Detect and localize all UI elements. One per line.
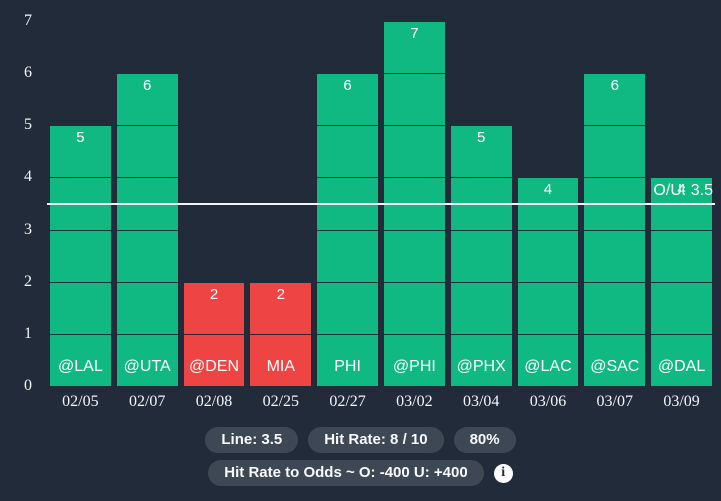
x-tick-label: 02/25 <box>262 393 300 410</box>
bar-team-label: PHI <box>334 358 361 375</box>
gridline <box>47 229 715 231</box>
bar-value-label: 5 <box>477 129 486 147</box>
x-tick-label: 03/06 <box>529 393 567 410</box>
bar-team-label: @PHI <box>392 358 436 375</box>
line-badge: Line: 3.5 <box>205 427 299 453</box>
gridline <box>47 73 715 75</box>
bar-value-label: 7 <box>410 25 419 42</box>
bar-value-label: 6 <box>143 77 152 95</box>
bar-@PHX: 5 @PHX <box>450 125 512 386</box>
x-tick-label: 02/07 <box>128 393 166 410</box>
bar-team-label: @PHX <box>456 358 506 375</box>
y-tick-label: 0 <box>24 377 32 394</box>
x-tick-label: 03/07 <box>596 393 633 410</box>
bar-team-label: @LAC <box>524 358 572 375</box>
bar-team-label: @SAC <box>590 358 640 375</box>
bar-team-label: @DAL <box>657 358 706 375</box>
y-tick-label: 3 <box>24 220 32 238</box>
y-tick-label: 4 <box>24 168 32 186</box>
gridline <box>47 333 715 335</box>
gridline <box>47 125 715 127</box>
hit-rate-percent-badge: 80% <box>453 427 516 453</box>
ou-threshold-line <box>47 202 715 205</box>
summary-row-2: Hit Rate to Odds ~ O: -400 U: +400 i <box>208 460 513 486</box>
summary-row-1: Line: 3.5 Hit Rate: 8 / 10 80% <box>205 427 516 453</box>
gridline <box>47 281 715 283</box>
y-tick-label: 2 <box>24 272 32 290</box>
info-icon[interactable]: i <box>493 463 513 483</box>
ou-threshold-label: O/U: 3.5 <box>653 182 713 200</box>
x-tick-label: 03/04 <box>462 393 500 410</box>
y-tick-label: 6 <box>24 64 32 82</box>
x-tick-label: 03/02 <box>396 393 433 410</box>
gridline <box>47 177 715 179</box>
x-tick-label: 02/27 <box>329 393 366 410</box>
summary-footer: Line: 3.5 Hit Rate: 8 / 10 80% Hit Rate … <box>0 427 721 486</box>
odds-badge: Hit Rate to Odds ~ O: -400 U: +400 <box>208 460 484 486</box>
bar-team-label: MIA <box>266 358 296 375</box>
bar-value-label: 4 <box>543 181 553 199</box>
plot-area: 5 @LAL 6 @UTA 2 @DEN 2 MIA 6 PHI 7 @PHI 5 @PHX 4 @LAC 6 @… <box>47 21 715 386</box>
bar-team-label: @LAL <box>58 358 103 375</box>
hit-rate-badge: Hit Rate: 8 / 10 <box>308 427 444 453</box>
bar-team-label: @DEN <box>188 358 239 375</box>
y-axis: 0 1 2 3 4 5 6 7 <box>0 13 36 394</box>
bar-column: 5 @LAL <box>47 21 114 386</box>
bar-value-label: 2 <box>276 285 285 303</box>
x-tick-label: 02/05 <box>62 393 99 410</box>
y-tick-label: 5 <box>24 116 32 134</box>
gridline <box>47 21 715 22</box>
bar-value-label: 2 <box>209 285 219 303</box>
bar-@LAL: 5 @LAL <box>50 125 111 386</box>
bar-value-label: 6 <box>343 77 352 95</box>
bar-value-label: 5 <box>76 129 85 147</box>
y-tick-label: 7 <box>24 12 32 29</box>
bar-value-label: 6 <box>610 77 619 95</box>
bar-column: 5 @PHX <box>448 21 515 386</box>
bar-value-label: 4 <box>677 181 686 199</box>
x-tick-label: 03/09 <box>663 393 700 410</box>
x-tick-label: 02/08 <box>195 393 233 410</box>
x-axis: 02/05 02/07 02/08 02/25 02/27 03/02 03/04 03/06… <box>47 393 715 411</box>
bar-team-label: @UTA <box>123 358 171 375</box>
y-tick-label: 1 <box>24 324 32 342</box>
